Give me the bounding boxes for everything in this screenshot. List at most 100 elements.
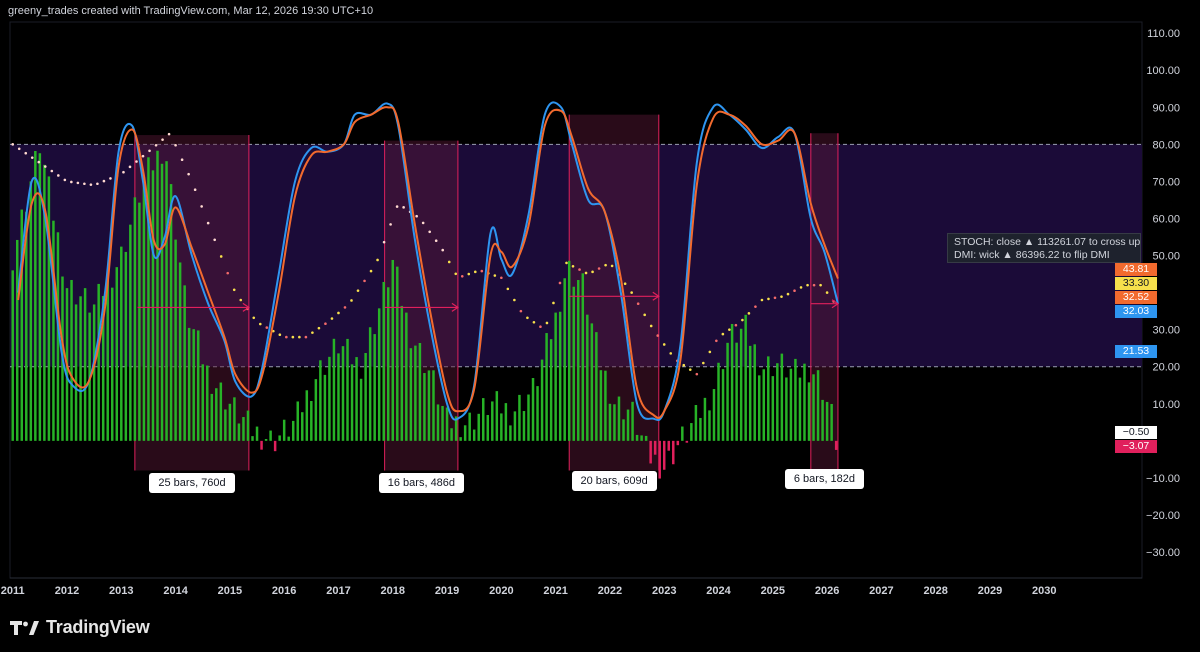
histogram-bar bbox=[305, 390, 309, 441]
x-tick-label: 2026 bbox=[815, 585, 839, 597]
histogram-bar bbox=[726, 342, 729, 441]
histogram-bar bbox=[825, 401, 829, 441]
histogram-bar bbox=[563, 278, 566, 441]
dmi-dot bbox=[11, 143, 15, 146]
tradingview-logo-text: TradingView bbox=[46, 617, 150, 637]
histogram-bar bbox=[287, 436, 290, 441]
dmi-dot bbox=[343, 306, 347, 309]
histogram-bar bbox=[43, 164, 46, 441]
x-tick-label: 2030 bbox=[1032, 585, 1056, 597]
histogram-bar bbox=[454, 416, 458, 441]
histogram-bar bbox=[405, 312, 408, 441]
histogram-bar bbox=[658, 440, 661, 479]
y-axis[interactable]: 110.00 100.00 90.00 80.00 70.00 60.00 50.00 30.… bbox=[1146, 28, 1180, 559]
dmi-dot bbox=[122, 170, 125, 174]
bar-count-label: 6 bars, 182d bbox=[784, 469, 865, 489]
dmi-dot bbox=[350, 299, 353, 302]
stoch-k-line bbox=[17, 101, 839, 422]
dmi-dot bbox=[304, 335, 308, 339]
dmi-dot bbox=[24, 151, 28, 155]
histogram-bar bbox=[803, 363, 806, 441]
histogram-bar bbox=[522, 411, 526, 441]
histogram-bar bbox=[70, 279, 73, 441]
histogram-bar bbox=[237, 423, 241, 441]
x-tick-label: 2025 bbox=[761, 585, 785, 597]
histogram-bar bbox=[210, 393, 214, 441]
dmi-dot bbox=[57, 174, 60, 177]
dmi-dot bbox=[434, 239, 438, 242]
dmi-dot bbox=[135, 160, 138, 163]
dmi-dot bbox=[258, 322, 262, 326]
histogram-bar bbox=[310, 401, 313, 441]
histogram-bar bbox=[631, 401, 634, 441]
value-badge: −0.50 bbox=[1115, 426, 1157, 439]
dmi-dot bbox=[89, 183, 93, 186]
histogram-bar bbox=[120, 246, 123, 441]
tradingview-logo[interactable]: TradingView bbox=[10, 617, 150, 638]
dmi-dot bbox=[793, 289, 796, 293]
histogram-bar bbox=[396, 266, 399, 441]
histogram-bar bbox=[708, 410, 711, 441]
x-tick-label: 2011 bbox=[1, 585, 25, 597]
histogram-bar bbox=[685, 440, 689, 443]
dmi-dot bbox=[767, 297, 770, 301]
histogram-bar bbox=[807, 382, 811, 441]
histogram-bar bbox=[486, 414, 490, 441]
bar-count-label: 16 bars, 486d bbox=[378, 473, 465, 493]
dmi-dot bbox=[193, 188, 197, 192]
histogram-bar bbox=[246, 410, 250, 441]
x-axis[interactable]: 2011 2012 2013 2014 2015 2016 2017 2018 2019 2020… bbox=[1, 577, 1142, 597]
dmi-dot bbox=[473, 270, 477, 274]
dmi-dot bbox=[63, 178, 67, 182]
histogram-bar bbox=[626, 409, 630, 441]
histogram-bar bbox=[545, 333, 548, 441]
x-tick-label: 2015 bbox=[218, 585, 242, 597]
dmi-dot bbox=[219, 255, 223, 258]
dmi-dot bbox=[43, 165, 47, 168]
histogram-bar bbox=[319, 360, 322, 441]
dmi-dot bbox=[682, 363, 686, 367]
dmi-dot bbox=[109, 177, 112, 180]
duration-arrow-head-1 bbox=[451, 302, 459, 312]
y-tick-label: −10.00 bbox=[1146, 473, 1180, 485]
y-tick-label: 60.00 bbox=[1152, 213, 1180, 225]
dmi-dot bbox=[324, 322, 327, 326]
histogram-bar bbox=[296, 401, 299, 441]
histogram-bar bbox=[703, 397, 707, 441]
histogram-bar bbox=[445, 407, 449, 441]
histogram-bar bbox=[776, 363, 779, 441]
histogram-bar bbox=[739, 328, 743, 441]
dmi-dot bbox=[812, 283, 816, 287]
histogram-bar bbox=[15, 239, 19, 441]
tooltip-line-stoch: STOCH: close ▲ 113261.07 to cross up bbox=[954, 236, 1141, 248]
tooltip-line-dmi: DMI: wick ▲ 86396.22 to flip DMI bbox=[954, 249, 1110, 261]
histogram-bar bbox=[504, 403, 508, 441]
duration-arrow-head-0 bbox=[242, 302, 250, 312]
histogram-bar bbox=[391, 259, 395, 441]
dmi-dot bbox=[526, 316, 529, 320]
histogram-bar bbox=[291, 420, 295, 441]
dmi-dot bbox=[141, 154, 145, 158]
dmi-dot bbox=[415, 214, 418, 218]
histogram-bar bbox=[359, 378, 363, 441]
dmi-dot bbox=[623, 282, 627, 285]
histogram-bar bbox=[572, 286, 575, 441]
histogram-bar bbox=[377, 308, 381, 441]
dmi-dot bbox=[232, 288, 236, 292]
histogram-bar bbox=[264, 439, 268, 441]
x-tick-label: 2028 bbox=[923, 585, 947, 597]
histogram-bar bbox=[38, 153, 42, 441]
histogram-bar bbox=[83, 288, 87, 441]
dmi-dot bbox=[167, 132, 171, 136]
dmi-dot bbox=[70, 180, 73, 184]
dmi-dot bbox=[734, 323, 738, 327]
dmi-dot bbox=[30, 156, 34, 159]
y-tick-label: 110.00 bbox=[1147, 28, 1180, 40]
histogram-bar bbox=[206, 365, 209, 441]
dmi-dot bbox=[695, 372, 699, 376]
histogram-bar bbox=[617, 396, 621, 441]
x-tick-label: 2012 bbox=[55, 585, 79, 597]
stochastic-lines bbox=[17, 101, 839, 422]
x-tick-label: 2027 bbox=[869, 585, 893, 597]
histogram-bar bbox=[518, 394, 521, 441]
